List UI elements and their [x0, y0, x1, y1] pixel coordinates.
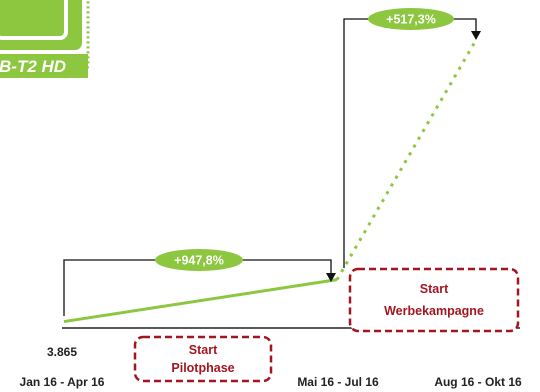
series-segment-dotted	[335, 39, 478, 281]
x-tick-label-3: Aug 16 - Okt 16	[434, 375, 522, 389]
logo-dotted-frame	[0, 0, 90, 76]
data-label-start-value: 3.865	[47, 345, 77, 359]
event-box-pilotphase	[133, 335, 273, 383]
dvb-t2-hd-logo: B-T2 HD	[0, 0, 90, 78]
logo-text: B-T2 HD	[0, 57, 66, 76]
growth-arrow-2	[471, 31, 481, 40]
series-segment-solid	[63, 278, 338, 324]
growth-badge-2-text: +517,3%	[386, 13, 436, 27]
growth-badge-1	[155, 249, 243, 271]
logo-tv-screen	[0, 0, 68, 40]
event-pilotphase-line1: Start	[189, 343, 218, 357]
event-werbekampagne-line2: Werbekampagne	[384, 304, 484, 318]
x-tick-label-1: Jan 16 - Apr 16	[20, 375, 105, 389]
growth-arrow-1	[326, 273, 336, 282]
logo-tv-shape	[0, 0, 82, 50]
event-werbekampagne-line1: Start	[420, 282, 449, 296]
x-tick-label-2: Mai 16 - Jul 16	[297, 375, 379, 389]
growth-badge-1-text: +947,8%	[174, 254, 224, 268]
event-box-werbekampagne	[348, 267, 520, 333]
event-pilotphase-line2: Pilotphase	[171, 361, 234, 375]
growth-badge-2	[368, 8, 454, 30]
logo-text-bar	[0, 54, 88, 78]
